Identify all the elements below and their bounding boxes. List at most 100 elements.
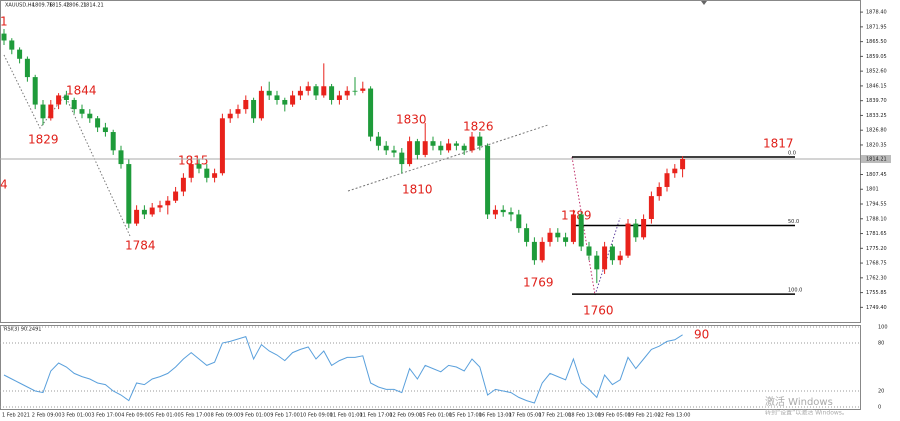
x-tick-label: 9 Feb 01:00 [240, 413, 270, 419]
x-tick-label: 11 Feb 01:00 [330, 413, 363, 419]
candle-body [399, 152, 405, 165]
y-tick-label: 0 [878, 405, 881, 411]
candle-body [173, 191, 179, 201]
candle-body [274, 95, 280, 100]
y-tick-label: 1846.15 [866, 83, 887, 89]
candle-body [48, 104, 54, 119]
x-tick-label: 19 Feb 21:00 [628, 413, 661, 419]
candle-body [672, 168, 678, 174]
candle-body [24, 58, 30, 78]
x-tick-label: 15 Feb 01:00 [419, 413, 452, 419]
candle-body [594, 255, 600, 270]
x-tick-label: 3 Feb 01:00 [62, 413, 92, 419]
candle-body [266, 90, 272, 96]
candle-body [383, 145, 389, 151]
candle-body [313, 86, 319, 96]
candle-body [149, 207, 155, 215]
y-tick-label: 100 [878, 325, 888, 331]
candle-body [500, 209, 506, 213]
candle-body [344, 90, 350, 96]
candle-body [648, 196, 654, 220]
fib-anchor [594, 217, 621, 296]
candle-body [126, 164, 132, 224]
y-tick-label: 1878.40 [866, 10, 887, 16]
y-tick-label: 1749.40 [866, 305, 887, 311]
candle-body [656, 186, 662, 197]
candle-body [469, 136, 475, 151]
candle-body [157, 205, 163, 208]
candle-body [664, 173, 670, 187]
candle-body [196, 164, 202, 169]
candle-body [617, 255, 623, 261]
x-tick-label: 16 Feb 13:00 [479, 413, 512, 419]
annotation: 1844 [66, 84, 97, 98]
fib-label: 0.0 [788, 150, 796, 156]
candle-body [633, 223, 639, 238]
x-tick-label: 5 Feb 17:00 [181, 413, 211, 419]
x-tick-label: 1 Feb 2021 [2, 413, 30, 419]
candle-body [63, 95, 69, 100]
y-tick-label: 1826.80 [866, 128, 887, 134]
annotation: 1810 [402, 183, 433, 197]
watermark: 激活 Windows [765, 395, 833, 408]
annotation: 1817 [763, 137, 794, 151]
x-tick-label: 5 Feb 01:00 [151, 413, 181, 419]
candle-body [477, 136, 483, 146]
y-tick-label: 1801 [866, 187, 879, 193]
candle-body [40, 104, 46, 119]
candle-body [446, 143, 452, 151]
candle-body [492, 209, 498, 215]
candle-body [461, 145, 467, 151]
y-tick-label: 1807.45 [866, 172, 887, 178]
x-tick-label: 22 Feb 13:00 [658, 413, 691, 419]
candle-body [56, 95, 62, 105]
trendline [347, 124, 549, 192]
x-tick-label: 19 Feb 05:00 [598, 413, 631, 419]
y-tick-label: 1871.95 [866, 24, 887, 30]
candle-body [531, 241, 537, 261]
candle-body [422, 141, 428, 155]
candle-body [118, 150, 124, 165]
candle-body [87, 113, 93, 119]
candle-body [391, 150, 397, 153]
candle-body [578, 214, 584, 247]
candle-body [180, 177, 186, 192]
candle-body [453, 143, 459, 146]
annotation: 1826 [463, 120, 494, 134]
annotation: 1760 [583, 304, 614, 318]
candle-body [227, 113, 233, 119]
candle-body [360, 88, 366, 91]
candle-body [555, 232, 561, 238]
rsi-line [3, 334, 683, 404]
candle-body [1, 33, 7, 41]
candle-body [110, 132, 116, 151]
candle-body [204, 168, 210, 178]
fib-label: 100.0 [788, 288, 802, 294]
candle-body [282, 99, 288, 105]
candle-body [165, 200, 171, 206]
shift-marker [701, 1, 707, 5]
candle-body [407, 141, 413, 165]
y-tick-label: 1781.65 [866, 231, 887, 237]
annotation: 1 [0, 15, 8, 29]
x-tick-label: 15 Feb 17:00 [449, 413, 482, 419]
candle-body [251, 99, 257, 119]
y-tick-label: 20 [878, 389, 884, 395]
fib-label: 50.0 [788, 219, 799, 225]
annotation: 1769 [523, 276, 554, 290]
candle-body [375, 136, 381, 146]
candle-body [243, 99, 249, 110]
x-tick-label: 18 Feb 13:00 [568, 413, 601, 419]
candle-body [586, 246, 592, 256]
candle-body [625, 223, 631, 256]
candle-body [141, 209, 147, 215]
ohlc-low: 1806.21 [66, 3, 87, 9]
candle-body [547, 232, 553, 242]
candle-body [368, 88, 374, 137]
candle-body [9, 40, 15, 50]
candle-body [430, 141, 436, 146]
annotation: 90 [694, 328, 709, 342]
annotation: 1815 [178, 154, 209, 168]
y-tick-label: 1833.25 [866, 113, 887, 119]
annotation: 1784 [125, 239, 156, 253]
